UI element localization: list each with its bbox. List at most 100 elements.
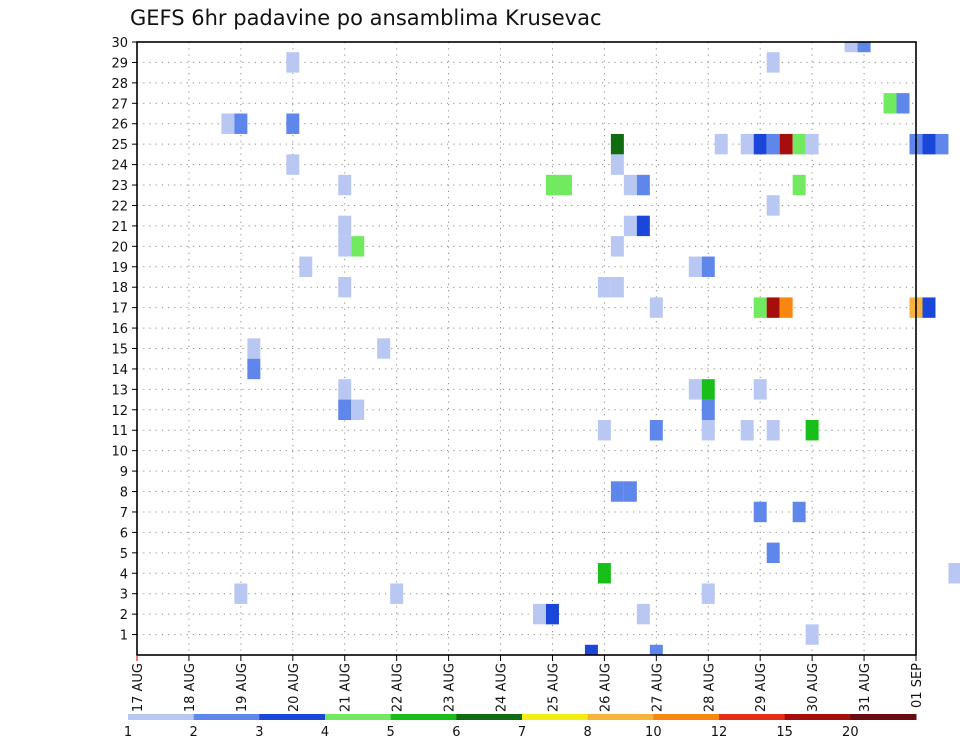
precip-cell xyxy=(935,133,949,155)
precip-cell xyxy=(610,154,624,175)
precip-cell xyxy=(753,501,767,523)
precip-cell xyxy=(766,195,780,216)
precip-cell xyxy=(701,379,715,400)
y-tick-label: 16 xyxy=(111,322,128,337)
y-tick-label: 29 xyxy=(111,56,128,71)
y-tick-label: 4 xyxy=(120,567,128,582)
colorbar-label: 2 xyxy=(190,725,198,740)
y-tick-label: 5 xyxy=(120,547,128,562)
precip-cell xyxy=(649,420,663,441)
precip-cell xyxy=(649,644,663,655)
precip-cell xyxy=(636,603,650,625)
precip-cell xyxy=(753,297,767,318)
x-tick-label: 27 AUG xyxy=(650,663,665,712)
y-tick-label: 13 xyxy=(111,383,128,398)
precip-cell xyxy=(792,501,806,523)
x-tick-label: 21 AUG xyxy=(339,663,354,712)
precip-cell xyxy=(844,42,858,53)
colorbar-swatch xyxy=(390,714,457,720)
y-tick-label: 10 xyxy=(111,445,128,460)
precip-cell xyxy=(299,256,313,277)
x-tick-label: 31 AUG xyxy=(858,663,873,712)
precip-cell xyxy=(338,174,352,196)
precip-cell xyxy=(610,276,624,298)
precip-cell xyxy=(545,603,559,625)
precip-cell xyxy=(701,399,715,421)
colorbar-label: 15 xyxy=(776,725,793,740)
colorbar-swatch xyxy=(850,714,917,720)
colorbar-label: 20 xyxy=(842,725,859,740)
precip-cell xyxy=(338,236,352,257)
precip-cell xyxy=(779,133,793,155)
precip-cell xyxy=(338,399,352,421)
precip-cell xyxy=(701,583,715,604)
y-tick-label: 8 xyxy=(120,486,128,501)
y-tick-label: 24 xyxy=(111,159,128,174)
precip-cell xyxy=(792,174,806,196)
precip-cell xyxy=(597,420,611,441)
precip-cell xyxy=(286,113,300,134)
precip-cell xyxy=(597,563,611,584)
x-tick-label: 17 AUG xyxy=(131,663,146,712)
colorbar-swatch xyxy=(587,714,654,720)
precip-cell xyxy=(610,133,624,155)
precip-cell xyxy=(623,481,637,502)
precip-cell xyxy=(766,542,780,564)
precip-cell xyxy=(610,481,624,502)
y-tick-label: 25 xyxy=(111,138,128,153)
y-tick-label: 7 xyxy=(120,506,128,521)
colorbar-swatch xyxy=(259,714,326,720)
precip-cell xyxy=(714,133,728,155)
precip-cell xyxy=(351,399,365,421)
precip-cell xyxy=(532,603,546,625)
y-tick-label: 1 xyxy=(120,629,128,644)
cell-layer xyxy=(221,42,960,655)
precip-cell xyxy=(221,113,235,134)
y-axis: 1234567891011121314151617181920212223242… xyxy=(111,36,137,644)
colorbar-label: 10 xyxy=(645,725,662,740)
precip-cell xyxy=(338,276,352,298)
precip-cell xyxy=(740,420,754,441)
precip-cell xyxy=(688,379,702,400)
colorbar-label: 8 xyxy=(584,725,592,740)
precip-cell xyxy=(805,133,819,155)
y-tick-label: 26 xyxy=(111,118,128,133)
precip-cell xyxy=(234,113,248,134)
precip-cell xyxy=(948,563,960,584)
precip-cell xyxy=(688,256,702,277)
x-tick-label: 26 AUG xyxy=(598,663,613,712)
y-tick-label: 14 xyxy=(111,363,128,378)
precip-cell xyxy=(753,379,767,400)
colorbar: 1 2 3 4 5 6 7 8 10 12 15 20 xyxy=(124,714,917,740)
x-tick-label: 29 AUG xyxy=(754,663,769,712)
x-tick-label: 19 AUG xyxy=(235,663,250,712)
precip-cell xyxy=(610,236,624,257)
y-tick-label: 12 xyxy=(111,404,128,419)
precip-cell xyxy=(805,420,819,441)
chart-title: GEFS 6hr padavine po ansamblima Krusevac xyxy=(130,6,602,30)
precip-cell xyxy=(649,297,663,318)
precip-cell xyxy=(753,133,767,155)
y-tick-label: 2 xyxy=(120,608,128,623)
precip-cell xyxy=(701,256,715,277)
precip-cell xyxy=(766,133,780,155)
colorbar-label: 12 xyxy=(711,725,728,740)
colorbar-label: 4 xyxy=(321,725,329,740)
colorbar-label: 7 xyxy=(518,725,526,740)
precip-cell xyxy=(623,174,637,196)
colorbar-swatch xyxy=(784,714,851,720)
x-tick-label: 01 SEP xyxy=(910,663,925,708)
y-tick-label: 20 xyxy=(111,240,128,255)
colorbar-swatch xyxy=(522,714,589,720)
precip-cell xyxy=(857,42,871,53)
precip-cell xyxy=(766,297,780,318)
colorbar-swatch xyxy=(325,714,392,720)
precip-cell xyxy=(247,358,261,380)
x-tick-label: 22 AUG xyxy=(391,663,406,712)
precip-cell xyxy=(234,583,248,604)
precip-cell xyxy=(390,583,404,604)
precip-cell xyxy=(351,236,365,257)
y-tick-label: 30 xyxy=(111,36,128,51)
precip-cell xyxy=(623,215,637,237)
